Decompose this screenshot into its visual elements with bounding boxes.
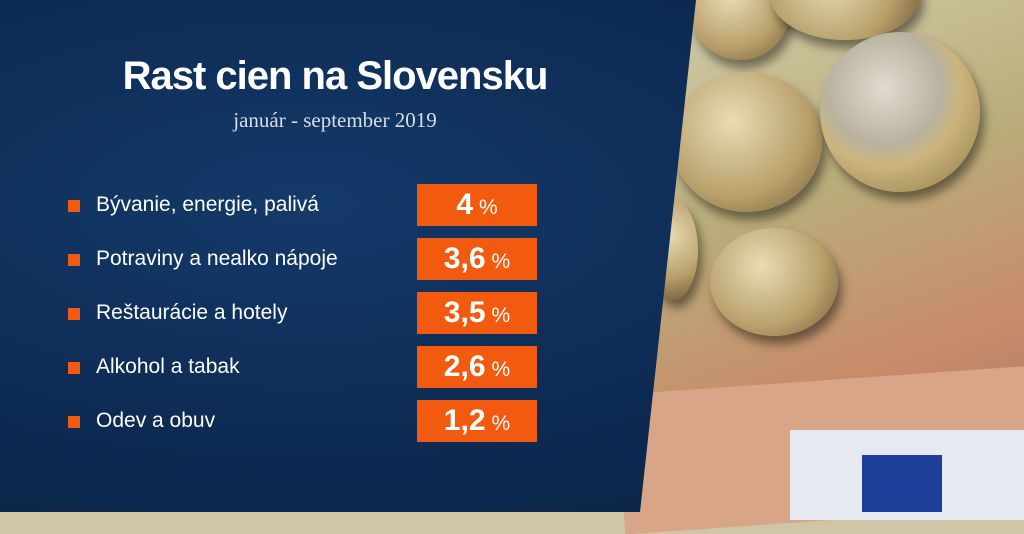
value-number: 3,5 bbox=[443, 296, 486, 329]
bullet-icon bbox=[68, 308, 80, 320]
category-label: Potraviny a nealko nápoje bbox=[96, 247, 338, 270]
value-unit: % bbox=[479, 196, 498, 219]
category-label: Odev a obuv bbox=[96, 409, 216, 432]
value-unit: % bbox=[491, 412, 511, 435]
bullet-icon bbox=[68, 254, 80, 266]
bullet-icon bbox=[68, 200, 80, 212]
value-box: 3,5% bbox=[417, 292, 537, 334]
info-panel bbox=[0, 0, 696, 512]
category-row: Odev a obuv 1,2% bbox=[68, 400, 538, 442]
coin bbox=[672, 72, 822, 212]
value-number: 2,6 bbox=[443, 350, 486, 383]
value-box: 2,6% bbox=[417, 346, 537, 388]
value-box: 1,2% bbox=[417, 400, 537, 442]
bullet-icon bbox=[68, 362, 80, 374]
coin bbox=[820, 32, 980, 192]
category-row: Alkohol a tabak 2,6% bbox=[68, 346, 538, 388]
eu-flag bbox=[862, 455, 942, 512]
category-label: Alkohol a tabak bbox=[96, 355, 240, 378]
coin bbox=[710, 228, 838, 336]
category-row: Reštaurácie a hotely 3,5% bbox=[68, 292, 538, 334]
category-row: Bývanie, energie, palivá 4% bbox=[68, 184, 538, 226]
bullet-icon bbox=[68, 416, 80, 428]
value-number: 4 bbox=[456, 188, 473, 221]
page-subtitle: január - september 2019 bbox=[233, 108, 437, 132]
category-label: Reštaurácie a hotely bbox=[96, 301, 288, 324]
category-label: Bývanie, energie, palivá bbox=[96, 193, 319, 216]
value-number: 1,2 bbox=[443, 404, 486, 437]
page-title: Rast cien na Slovensku bbox=[122, 54, 549, 98]
category-row: Potraviny a nealko nápoje 3,6% bbox=[68, 238, 538, 280]
value-box: 3,6% bbox=[417, 238, 537, 280]
value-unit: % bbox=[491, 358, 511, 381]
value-number: 3,6 bbox=[443, 242, 486, 275]
value-box: 4% bbox=[417, 184, 537, 226]
value-unit: % bbox=[491, 304, 511, 327]
value-unit: % bbox=[491, 250, 511, 273]
